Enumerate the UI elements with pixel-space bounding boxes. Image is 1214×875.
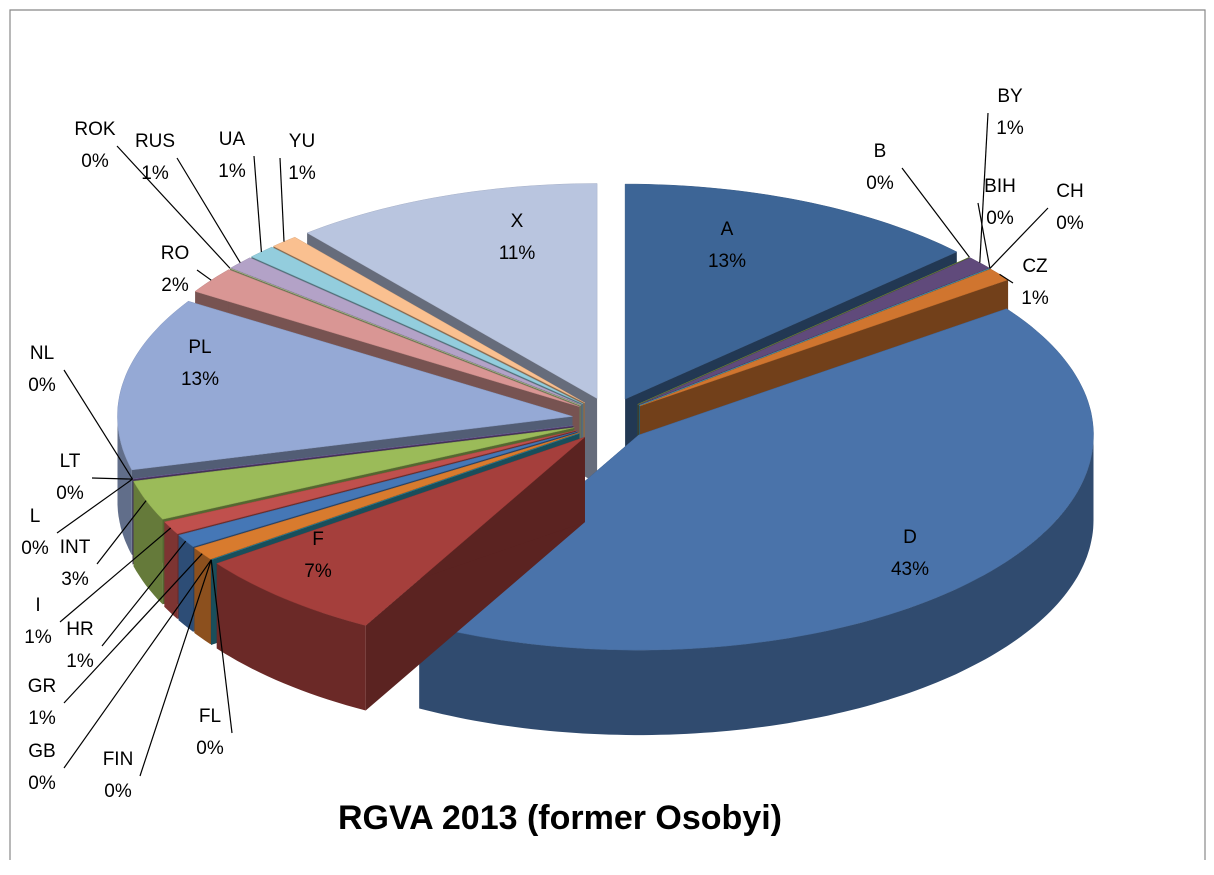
slice-category: L bbox=[30, 506, 41, 527]
pie bbox=[117, 183, 1094, 736]
slice-category: GR bbox=[28, 676, 57, 697]
slice-category: YU bbox=[289, 131, 315, 152]
slice-category: GB bbox=[28, 741, 55, 762]
slice-value-label: 0% bbox=[81, 151, 109, 172]
slice-value-label: 0% bbox=[104, 781, 132, 802]
slice bbox=[216, 436, 586, 626]
slice-value-label: 2% bbox=[161, 275, 189, 296]
slice-value-label: 13% bbox=[708, 251, 746, 272]
leader-line bbox=[139, 559, 212, 777]
slice-side bbox=[194, 548, 211, 645]
slice bbox=[306, 183, 598, 399]
slice-category: FIN bbox=[103, 749, 134, 770]
slice-side bbox=[117, 416, 132, 555]
slice-category: PL bbox=[188, 337, 211, 358]
slice-category: B bbox=[874, 141, 887, 162]
slice bbox=[193, 432, 579, 560]
slice-category: RO bbox=[161, 243, 190, 264]
slice bbox=[624, 183, 958, 400]
slice-value-label: 7% bbox=[304, 561, 332, 582]
slice-value-label: 1% bbox=[28, 708, 56, 729]
slice-value-label: 0% bbox=[21, 538, 49, 559]
slice-category: ROK bbox=[74, 119, 116, 140]
slice-category: BIH bbox=[984, 176, 1016, 197]
slice-value-label: 0% bbox=[986, 208, 1014, 229]
leader-line bbox=[901, 167, 970, 258]
slice-category: CZ bbox=[1022, 256, 1048, 277]
leader-line bbox=[63, 559, 212, 769]
slice-category: FL bbox=[199, 706, 221, 727]
leader-line bbox=[116, 145, 231, 269]
slice bbox=[230, 257, 582, 406]
slice-value-label: 1% bbox=[288, 163, 316, 184]
labels: A 13% B 0% BY 1% BIH 0% CH 0% CZ 1% D 43% F 7% FL 0% FIN 0%… bbox=[21, 86, 1084, 802]
leader-line bbox=[196, 269, 212, 281]
leader-line bbox=[56, 478, 133, 534]
slice-category: F bbox=[312, 529, 324, 550]
slice-side bbox=[216, 563, 366, 711]
slice-category: D bbox=[903, 527, 917, 548]
slice-category: UA bbox=[219, 129, 246, 150]
slice bbox=[638, 257, 990, 406]
slice-side bbox=[178, 535, 194, 632]
leader-line bbox=[979, 112, 989, 263]
leader-line bbox=[210, 559, 233, 734]
slice-value-label: 0% bbox=[866, 173, 894, 194]
leader-line bbox=[63, 553, 203, 704]
slice-value-label: 1% bbox=[218, 161, 246, 182]
leader-line bbox=[96, 500, 147, 565]
slice-value-label: 13% bbox=[181, 369, 219, 390]
slice-category: NL bbox=[30, 343, 54, 364]
leader-line bbox=[59, 527, 172, 623]
slice bbox=[418, 308, 1094, 651]
slice bbox=[163, 430, 577, 535]
slice-value-label: 11% bbox=[499, 243, 536, 264]
slice-value-label: 3% bbox=[61, 569, 89, 590]
slice-side bbox=[419, 435, 1094, 736]
leader-line bbox=[91, 477, 133, 480]
slice-value-label: 0% bbox=[28, 375, 56, 396]
leader-line bbox=[63, 369, 134, 480]
slice-value-label: 1% bbox=[24, 627, 52, 648]
slice-category: CH bbox=[1056, 181, 1083, 202]
leader-line bbox=[977, 202, 991, 269]
leader-line bbox=[101, 540, 187, 647]
slice-side bbox=[164, 521, 178, 619]
slice-category: HR bbox=[66, 619, 93, 640]
leader-line bbox=[279, 157, 285, 242]
slice-value-label: 1% bbox=[66, 651, 94, 672]
slice-value-label: 0% bbox=[56, 483, 84, 504]
slice-category: I bbox=[35, 595, 40, 616]
leader-line bbox=[989, 207, 1049, 269]
slice-category: X bbox=[511, 211, 524, 232]
slice-value-label: 1% bbox=[141, 163, 169, 184]
chart-frame bbox=[9, 9, 1206, 860]
slice-category: RUS bbox=[135, 131, 175, 152]
slice-value-label: 0% bbox=[28, 773, 56, 794]
slice bbox=[178, 431, 578, 548]
slice-value-label: 0% bbox=[196, 738, 224, 759]
slice bbox=[639, 268, 1009, 407]
slice-value-label: 1% bbox=[1021, 288, 1049, 309]
leader-line bbox=[999, 273, 1014, 284]
slice-value-label: 0% bbox=[1056, 213, 1084, 234]
slice-value-label: 43% bbox=[891, 559, 929, 580]
slice-category: A bbox=[721, 219, 734, 240]
slice-value-label: 1% bbox=[996, 118, 1024, 139]
slice-category: LT bbox=[60, 451, 81, 472]
chart-title: RGVA 2013 (former Osobyi) bbox=[338, 799, 782, 837]
leader-line bbox=[253, 155, 262, 252]
leader-line bbox=[176, 157, 241, 264]
slice bbox=[117, 300, 573, 471]
slice-category: INT bbox=[60, 537, 91, 558]
slice-side bbox=[133, 481, 163, 605]
slice-category: BY bbox=[997, 86, 1023, 107]
